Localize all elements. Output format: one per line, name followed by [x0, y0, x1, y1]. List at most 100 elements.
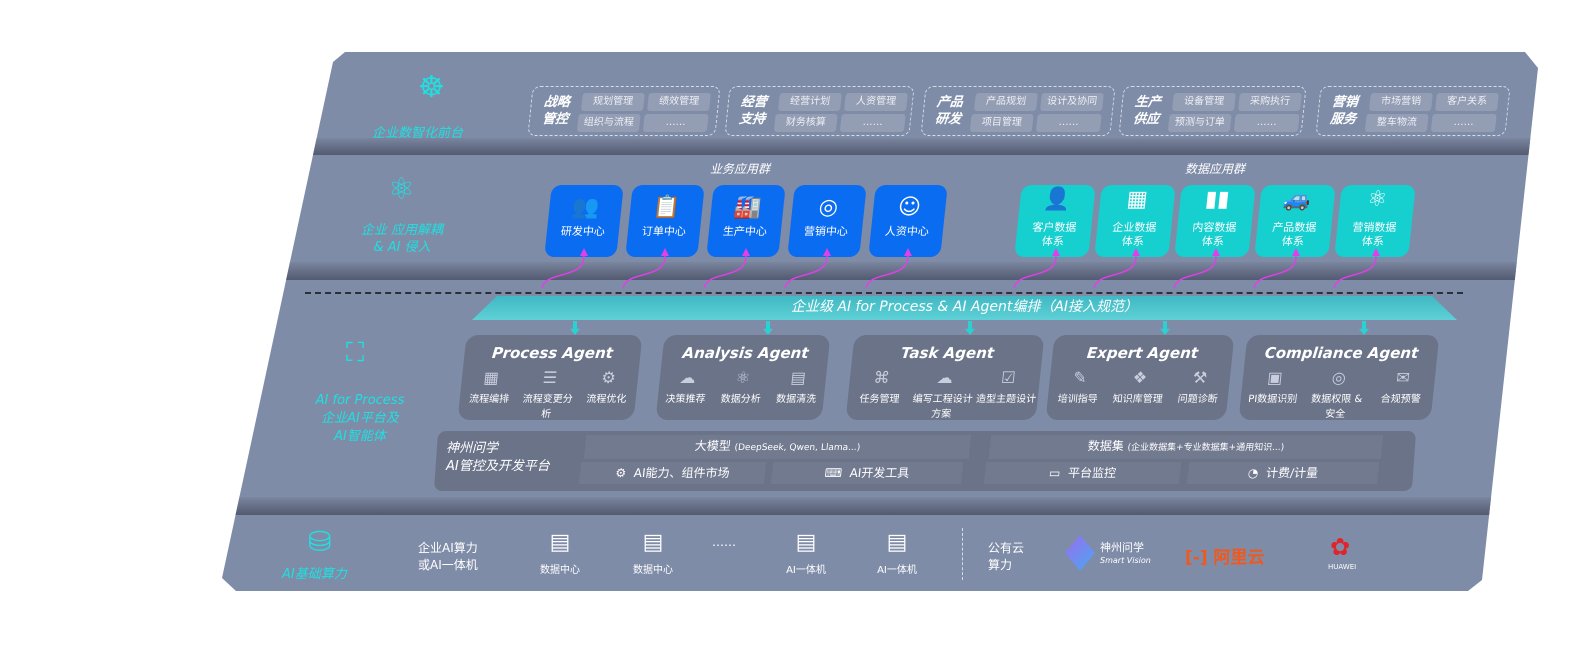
agent-capability[interactable]: ❖ 知识库管理: [1107, 368, 1170, 405]
arrowhead: [823, 248, 831, 256]
capability-icon: ▤: [789, 368, 807, 387]
billing[interactable]: ◔ 计费/计量: [1186, 462, 1380, 484]
model-bar: 大模型 (DeepSeek, Qwen, Llama...): [583, 435, 972, 459]
arrowhead: [580, 248, 588, 256]
capability-label: 数据权限 & 安全: [1310, 394, 1363, 420]
capability-label: 合规预警: [1380, 394, 1422, 405]
agent-card[interactable]: Expert Agent ✎ 培训指导 ❖ 知识库管理 ⚒ 问题诊断: [1045, 335, 1235, 420]
agent-capability[interactable]: ☰ 流程变更分析: [516, 368, 580, 420]
label-line: Smart Vision: [1100, 556, 1151, 565]
connector-arrows: [541, 248, 1380, 289]
agent-capability[interactable]: ✎ 培训指导: [1047, 368, 1110, 405]
agent-capability[interactable]: ⚛ 数据分析: [713, 368, 772, 405]
server-icon: ▤: [642, 530, 664, 555]
agent-capability[interactable]: ☁ 编写工程设计方案: [909, 368, 977, 420]
arrowhead: [1052, 248, 1060, 256]
label-line: 企业AI算力: [418, 541, 478, 555]
capability-icon: ✉: [1395, 368, 1411, 387]
arrowhead: [742, 248, 750, 256]
orchestration-banner: [472, 296, 1457, 320]
arrowhead: [1212, 248, 1220, 256]
agent-title: Task Agent: [900, 344, 996, 362]
server-icon: ▤: [795, 530, 817, 555]
data-group-title: 数据应用群: [1185, 162, 1246, 176]
label-line: 神州问学: [446, 441, 499, 456]
connector-curve: [865, 255, 909, 289]
agent-capability[interactable]: ⌘ 任务管理: [846, 368, 914, 420]
capability-label: 流程优化: [585, 394, 627, 405]
capability-icon: ☁: [678, 368, 697, 387]
market-icon: ⚙: [614, 466, 627, 480]
capability-label: 编写工程设计方案: [912, 394, 974, 420]
gauge-icon: ◔: [1247, 466, 1260, 480]
dev-tools[interactable]: ⌨ AI开发工具: [770, 462, 964, 484]
agent-title: Process Agent: [491, 344, 614, 362]
agent-capability[interactable]: ⚒ 问题诊断: [1167, 368, 1230, 405]
monitor-icon: ▭: [1048, 466, 1062, 480]
down-arrow: [965, 321, 975, 335]
agent-capability[interactable]: ✉ 合规预警: [1367, 368, 1436, 420]
banner-text: 企业级 AI for Process & AI Agent编排（AI接入规范）: [790, 299, 1139, 315]
agent-capability[interactable]: ▣ PI数据识别: [1239, 368, 1308, 420]
capability-label: 决策推荐: [664, 394, 706, 405]
connector-curve: [1093, 255, 1137, 289]
agent-capability[interactable]: ☑ 造型主题设计: [973, 368, 1041, 420]
capability-label: 数据分析: [720, 394, 762, 405]
capability-icon: ☑: [1000, 368, 1017, 387]
dev-icon: ⌨: [823, 466, 843, 480]
arrowhead: [1372, 248, 1380, 256]
model-note: (DeepSeek, Qwen, Llama...): [733, 443, 861, 453]
huawei-text: HUAWEI: [1328, 563, 1357, 571]
private-compute-label: 企业AI算力 或AI一体机: [418, 540, 478, 574]
platform-monitor[interactable]: ▭ 平台监控: [983, 462, 1182, 484]
capability-icon: ☰: [541, 368, 559, 387]
capability-icon: ❖: [1131, 368, 1149, 387]
dataset-note: (企业数据集+专业数据集+通用知识...): [1126, 443, 1285, 453]
label-line: 神州问学: [1100, 541, 1144, 554]
agent-capability[interactable]: ⚙ 流程优化: [575, 368, 639, 420]
agent-capability[interactable]: ▦ 流程编排: [458, 368, 522, 420]
arrowhead: [1292, 248, 1300, 256]
server-icon: ▤: [886, 530, 908, 555]
smart-vision-text: 神州问学 Smart Vision: [1100, 541, 1151, 567]
capability-label: 知识库管理: [1112, 394, 1164, 405]
label-line: AI管控及开发平台: [446, 459, 550, 474]
agent-capability[interactable]: ▤ 数据清洗: [768, 368, 827, 405]
connector-curve: [1173, 255, 1217, 289]
tool-label: 平台监控: [1067, 466, 1117, 480]
layer2-label: 企业 应用解耦 & AI 侵入: [352, 222, 452, 256]
agent-capability[interactable]: ☁ 决策推荐: [657, 368, 716, 405]
capability-label: 数据清洗: [775, 394, 817, 405]
capability-label: 问题诊断: [1177, 394, 1219, 405]
agent-card[interactable]: Task Agent ⌘ 任务管理 ☁ 编写工程设计方案 ☑ 造型主题设计: [845, 335, 1045, 420]
label-line: 或AI一体机: [418, 558, 478, 572]
label-line: 公有云: [988, 541, 1025, 555]
server: ▤ AI一体机: [872, 530, 922, 576]
label-line: AI for Process: [315, 393, 405, 408]
server-label: 数据中心: [633, 565, 673, 576]
server-label: 数据中心: [540, 565, 580, 576]
brain-icon: ☸: [418, 70, 445, 105]
agent-capability[interactable]: ◎ 数据权限 & 安全: [1303, 368, 1372, 420]
capability-icon: ⚙: [600, 368, 617, 387]
tool-label: AI能力、组件市场: [633, 466, 731, 480]
capability-icon: ▣: [1266, 368, 1284, 387]
component-market[interactable]: ⚙ AI能力、组件市场: [578, 462, 767, 484]
biz-group-title: 业务应用群: [710, 162, 771, 176]
agent-card[interactable]: Compliance Agent ▣ PI数据识别 ◎ 数据权限 & 安全 ✉ 合规预警: [1238, 335, 1440, 420]
agent-card[interactable]: Process Agent ▦ 流程编排 ☰ 流程变更分析 ⚙ 流程优化: [457, 335, 643, 420]
down-arrow: [570, 321, 580, 335]
ellipsis: ……: [712, 535, 736, 549]
connector-curve: [622, 255, 666, 289]
arrowhead: [661, 248, 669, 256]
arrowhead: [1132, 248, 1140, 256]
capability-icon: ☁: [935, 368, 954, 387]
agent-card[interactable]: Analysis Agent ☁ 决策推荐 ⚛ 数据分析 ▤ 数据清洗: [655, 335, 831, 420]
server-icon: ▤: [549, 530, 571, 555]
capability-icon: ⌘: [872, 368, 891, 387]
connector-curve: [784, 255, 828, 289]
dashed-divider: [305, 292, 1463, 294]
server: ▤ 数据中心: [535, 530, 585, 576]
server-label: AI一体机: [786, 565, 826, 576]
connector-curve: [1253, 255, 1297, 289]
